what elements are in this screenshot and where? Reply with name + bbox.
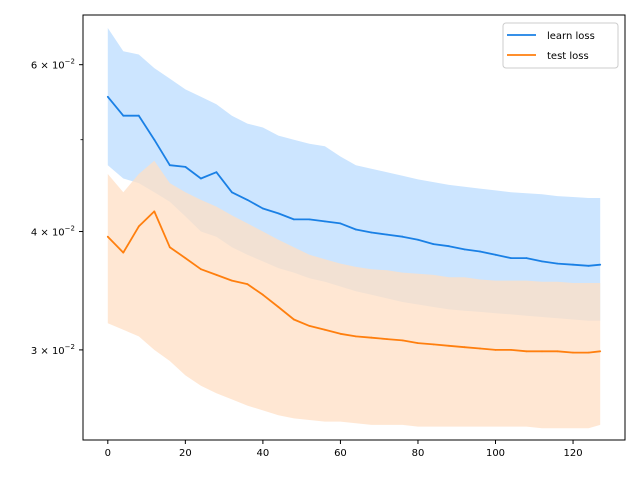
point-learn-loss xyxy=(599,263,602,266)
point-test-loss xyxy=(587,351,590,354)
point-test-loss xyxy=(324,328,326,331)
point-test-loss xyxy=(262,293,264,296)
point-test-loss xyxy=(432,343,435,346)
y-axis: 3 × 10−2 4 × 10−2 6 × 10−2 xyxy=(31,58,83,357)
point-test-loss xyxy=(355,335,357,338)
x-axis: 0 20 40 60 80 100 120 xyxy=(105,440,583,459)
point-learn-loss xyxy=(122,114,125,117)
point-test-loss xyxy=(494,349,497,351)
point-test-loss xyxy=(215,274,218,276)
point-test-loss xyxy=(339,332,342,335)
point-test-loss xyxy=(401,339,404,342)
point-test-loss xyxy=(184,257,187,259)
point-learn-loss xyxy=(494,253,497,256)
point-learn-loss xyxy=(153,138,156,141)
point-learn-loss xyxy=(448,245,450,248)
point-learn-loss xyxy=(556,262,559,265)
point-test-loss xyxy=(231,279,233,282)
plot-area xyxy=(106,28,602,429)
point-learn-loss xyxy=(293,218,295,221)
point-test-loss xyxy=(293,318,295,321)
point-test-loss xyxy=(541,350,543,353)
point-test-loss xyxy=(417,342,419,344)
point-test-loss xyxy=(556,350,559,353)
point-learn-loss xyxy=(339,222,342,225)
point-learn-loss xyxy=(277,212,280,215)
point-test-loss xyxy=(106,235,109,238)
point-learn-loss xyxy=(510,257,512,259)
x-tick-label: 0 xyxy=(105,448,111,459)
x-tick-label: 120 xyxy=(564,448,583,459)
point-test-loss xyxy=(479,347,481,350)
point-learn-loss xyxy=(541,260,543,263)
point-learn-loss xyxy=(386,233,388,236)
point-test-loss xyxy=(525,350,528,353)
x-tick-label: 100 xyxy=(486,448,505,459)
point-learn-loss xyxy=(432,243,435,246)
point-learn-loss xyxy=(200,177,202,180)
point-learn-loss xyxy=(572,263,574,266)
point-learn-loss xyxy=(370,231,373,234)
point-learn-loss xyxy=(401,235,404,238)
point-test-loss xyxy=(137,225,140,228)
point-test-loss xyxy=(246,283,249,285)
point-test-loss xyxy=(277,306,280,308)
point-test-loss xyxy=(448,344,450,347)
y-tick-label: 3 × 10−2 xyxy=(31,343,75,357)
legend-label-test-loss: test loss xyxy=(547,51,589,62)
point-learn-loss xyxy=(184,166,187,168)
legend-label-learn-loss: learn loss xyxy=(547,31,595,42)
point-test-loss xyxy=(308,325,311,327)
point-test-loss xyxy=(122,251,125,254)
point-learn-loss xyxy=(231,191,233,194)
axes-frame xyxy=(82,14,626,441)
point-learn-loss xyxy=(324,220,326,223)
point-learn-loss xyxy=(463,248,466,251)
point-learn-loss xyxy=(308,218,311,221)
y-tick-label: 6 × 10−2 xyxy=(31,58,75,72)
point-test-loss xyxy=(153,210,156,213)
point-learn-loss xyxy=(246,199,249,201)
x-tick-label: 60 xyxy=(334,448,347,459)
band-learn-loss xyxy=(107,28,601,321)
point-learn-loss xyxy=(215,171,218,174)
point-learn-loss xyxy=(417,238,419,241)
point-test-loss xyxy=(599,350,602,353)
point-test-loss xyxy=(370,336,373,339)
point-test-loss xyxy=(168,246,171,249)
point-test-loss xyxy=(200,268,202,271)
band-test-loss xyxy=(107,160,601,429)
x-tick-label: 80 xyxy=(412,448,425,459)
point-test-loss xyxy=(510,349,512,351)
point-learn-loss xyxy=(137,114,140,117)
point-learn-loss xyxy=(525,257,528,259)
y-tick-label: 4 × 10−2 xyxy=(31,225,75,239)
point-test-loss xyxy=(463,346,466,349)
point-test-loss xyxy=(572,351,574,354)
point-learn-loss xyxy=(106,95,109,98)
point-learn-loss xyxy=(262,207,264,210)
point-test-loss xyxy=(386,338,388,340)
point-learn-loss xyxy=(168,164,171,167)
point-learn-loss xyxy=(587,264,590,267)
x-tick-label: 40 xyxy=(257,448,270,459)
x-tick-label: 20 xyxy=(179,448,192,459)
point-learn-loss xyxy=(479,250,481,253)
point-learn-loss xyxy=(355,228,357,231)
legend: learn loss test loss xyxy=(502,22,619,69)
